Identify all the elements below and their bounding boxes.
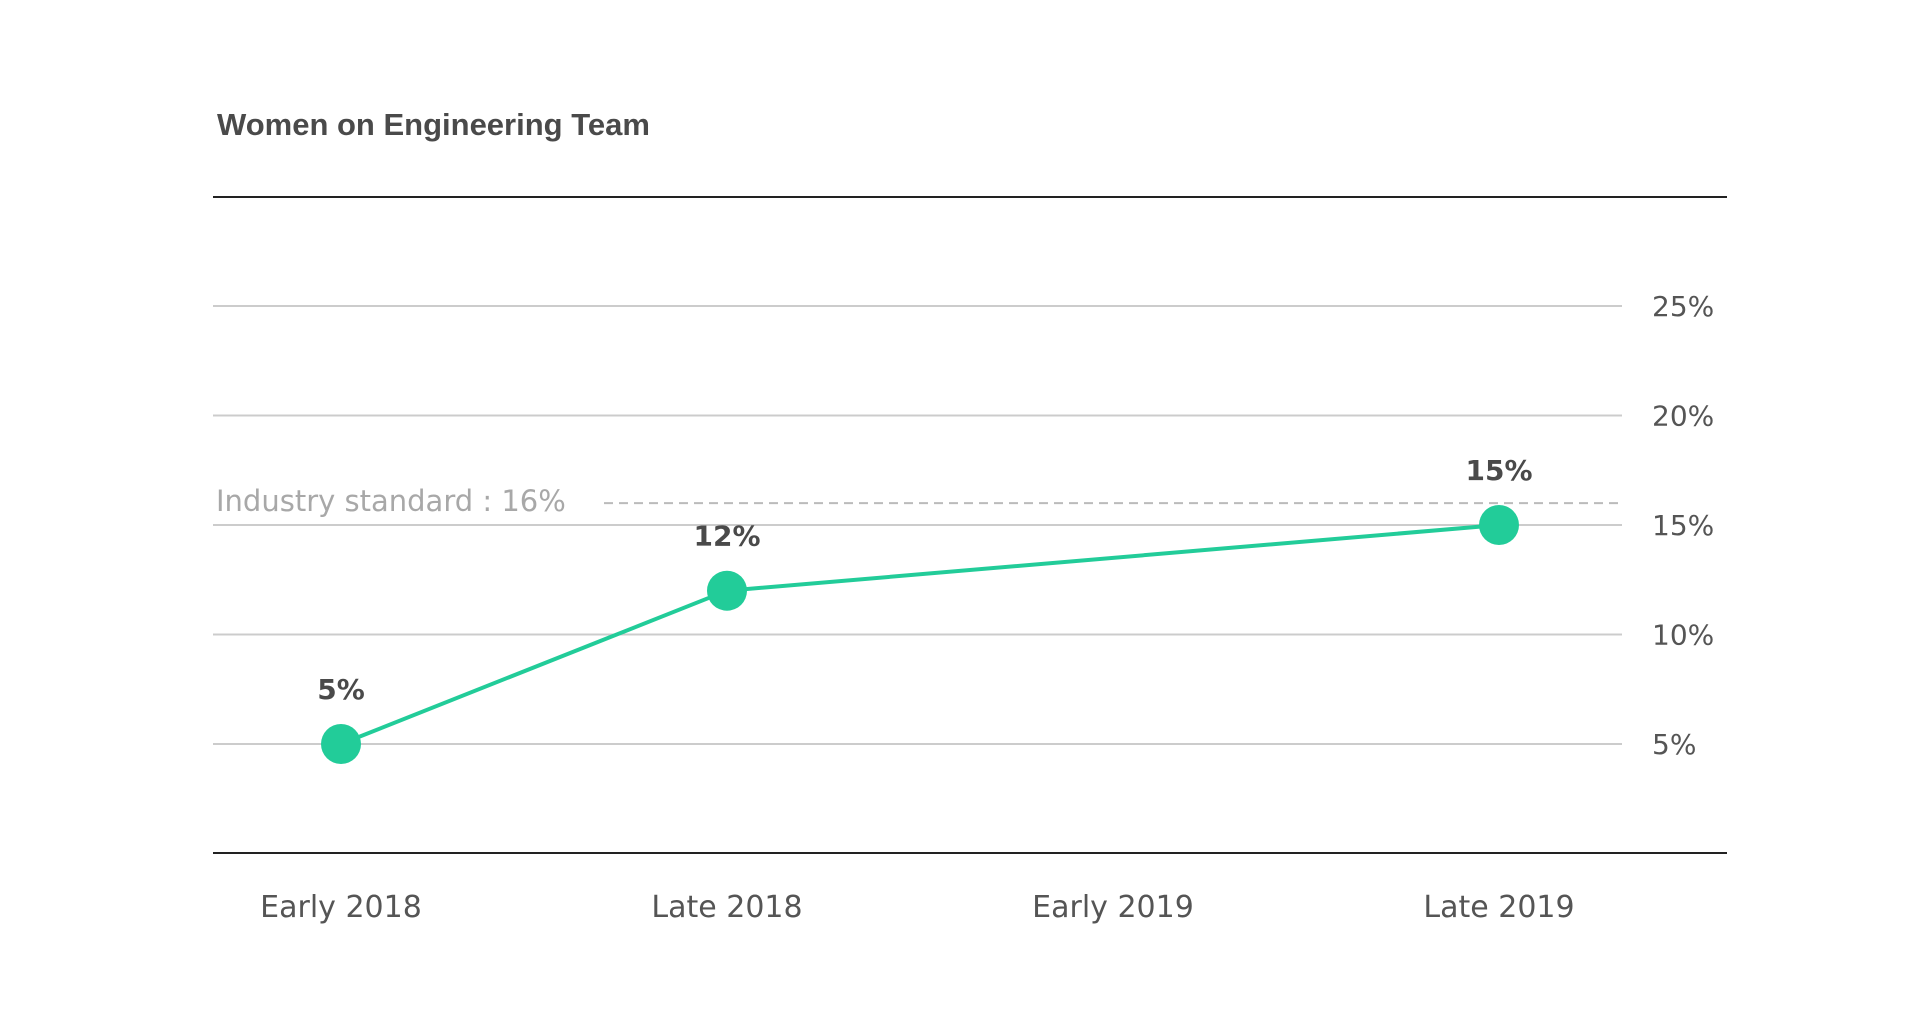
data-label: 5% [317, 673, 365, 706]
data-label: 12% [693, 520, 760, 553]
x-tick-label: Early 2018 [260, 890, 422, 925]
x-axis-tick-labels: Early 2018 Late 2018 Early 2019 Late 2019 [260, 890, 1574, 925]
data-points: 5% 12% 15% [317, 454, 1533, 764]
gridlines [213, 305, 1622, 745]
y-axis-tick-labels: 25% 20% 15% 10% 5% [1652, 290, 1714, 761]
data-label: 15% [1465, 454, 1532, 487]
x-tick-label: Early 2019 [1032, 890, 1194, 925]
y-tick-label: 15% [1652, 509, 1714, 542]
industry-standard-label: Industry standard : 16% [216, 484, 566, 518]
y-tick-label: 20% [1652, 400, 1714, 433]
reference-line-group: Industry standard : 16% [216, 484, 1622, 518]
chart-title: Women on Engineering Team [217, 107, 650, 142]
data-point [321, 724, 361, 764]
x-tick-label: Late 2019 [1423, 890, 1574, 925]
y-tick-label: 5% [1652, 728, 1696, 761]
y-tick-label: 10% [1652, 619, 1714, 652]
data-point [1479, 505, 1519, 545]
y-tick-label: 25% [1652, 290, 1714, 323]
x-tick-label: Late 2018 [651, 890, 802, 925]
data-point [707, 570, 747, 611]
